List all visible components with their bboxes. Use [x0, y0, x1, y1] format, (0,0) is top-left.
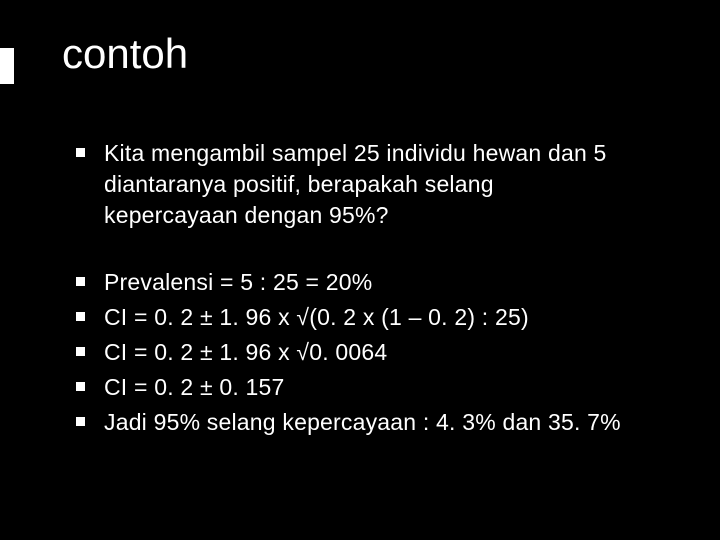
bullet-text: Jadi 95% selang kepercayaan : 4. 3% dan … [104, 407, 660, 438]
title-accent-bar [0, 48, 14, 84]
bullet-text: diantaranya positif, berapakah selang [104, 169, 660, 200]
bullet-group-1: Kita mengambil sampel 25 individu hewan … [104, 138, 660, 231]
bullet-text: CI = 0. 2 ± 1. 96 x √(0. 2 x (1 – 0. 2) … [104, 302, 660, 333]
slide-content: Kita mengambil sampel 25 individu hewan … [104, 138, 660, 442]
bullet-text: CI = 0. 2 ± 1. 96 x √0. 0064 [104, 337, 660, 368]
bullet-text: kepercayaan dengan 95%? [104, 200, 660, 231]
bullet-text: Kita mengambil sampel 25 individu hewan … [104, 138, 660, 169]
slide-title: contoh [62, 30, 188, 78]
bullet-text: Prevalensi = 5 : 25 = 20% [104, 267, 660, 298]
bullet-text: CI = 0. 2 ± 0. 157 [104, 372, 660, 403]
bullet-group-2: Prevalensi = 5 : 25 = 20% CI = 0. 2 ± 1.… [104, 267, 660, 438]
slide: contoh Kita mengambil sampel 25 individu… [0, 0, 720, 540]
